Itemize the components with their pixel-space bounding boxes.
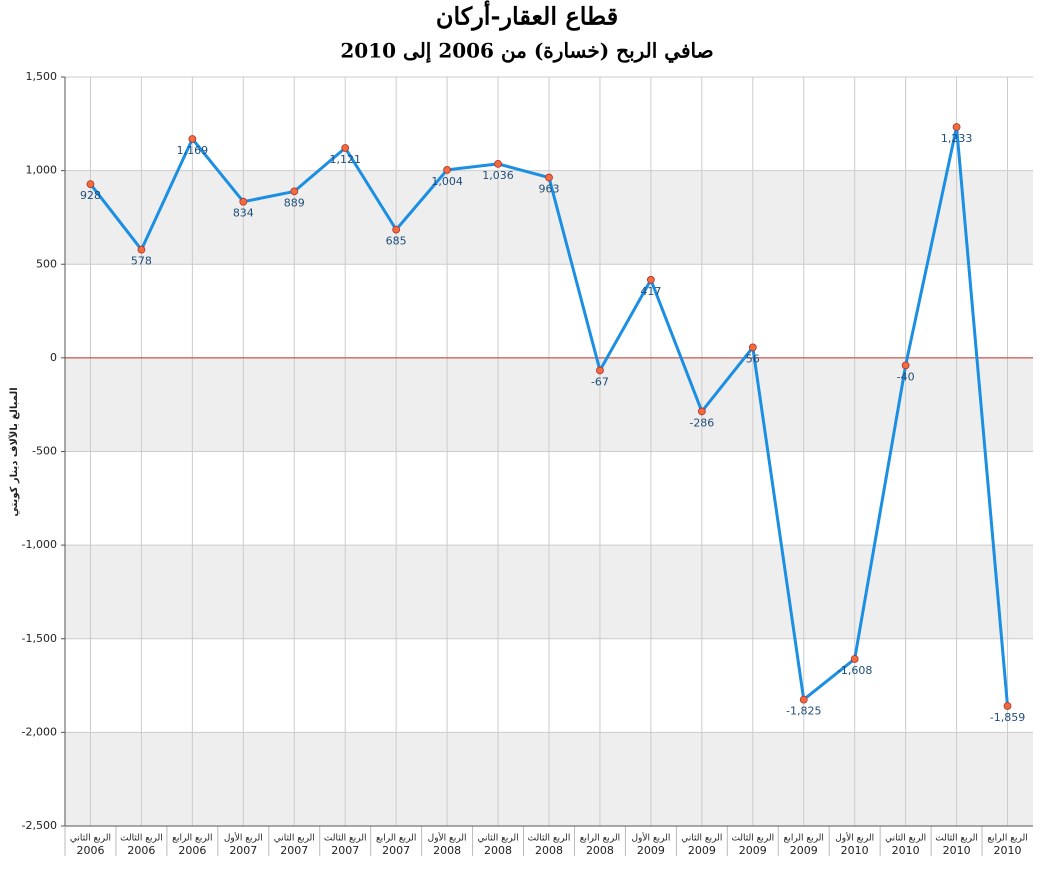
value-label: -286 bbox=[689, 416, 714, 429]
value-label: -40 bbox=[897, 370, 915, 383]
point bbox=[392, 225, 401, 234]
value-label: 1,169 bbox=[177, 144, 209, 157]
point bbox=[341, 144, 350, 152]
point bbox=[850, 655, 859, 663]
point bbox=[443, 165, 452, 174]
y-tick-label: 500 bbox=[36, 257, 57, 270]
value-label: 963 bbox=[539, 183, 560, 196]
value-label: 1,233 bbox=[941, 132, 973, 145]
value-label: 834 bbox=[233, 207, 254, 220]
point bbox=[86, 180, 95, 189]
x-tick-label: 2010 bbox=[892, 844, 920, 857]
x-tick-label: الربع الرابع bbox=[784, 834, 824, 844]
point bbox=[494, 159, 502, 168]
x-tick-label: 2010 bbox=[841, 844, 869, 857]
x-tick-label: 2007 bbox=[331, 844, 359, 857]
x-tick-label: الربع الثاني bbox=[70, 834, 111, 844]
value-label: 578 bbox=[131, 255, 152, 268]
value-label: 1,121 bbox=[329, 153, 361, 166]
value-label: -1,825 bbox=[786, 705, 821, 718]
x-tick-label: 2010 bbox=[943, 844, 971, 857]
point bbox=[290, 187, 299, 196]
y-tick-label: -2,500 bbox=[22, 819, 57, 832]
x-tick-label: الربع الثالث bbox=[935, 834, 978, 844]
y-tick-label: -1,500 bbox=[22, 632, 57, 645]
value-label: 889 bbox=[284, 196, 305, 209]
point bbox=[748, 343, 757, 352]
x-tick-label: الربع الثاني bbox=[885, 834, 926, 844]
x-tick-label: الربع الأول bbox=[428, 832, 467, 844]
x-tick-label: الربع الثالث bbox=[528, 834, 571, 844]
x-tick-label: 2008 bbox=[484, 844, 512, 857]
x-tick-label: الربع الرابع bbox=[376, 834, 416, 844]
x-tick-label: الربع الثاني bbox=[478, 834, 519, 844]
x-tick-label: الربع الأول bbox=[224, 832, 263, 844]
y-tick-label: 0 bbox=[50, 351, 57, 364]
x-tick-label: 2006 bbox=[76, 844, 104, 857]
x-tick-label: 2006 bbox=[178, 844, 206, 857]
x-tick-label: 2007 bbox=[280, 844, 308, 857]
point bbox=[596, 366, 604, 375]
y-tick-label: 1,000 bbox=[26, 164, 58, 177]
x-tick-label: 2007 bbox=[229, 844, 257, 857]
x-tick-label: الربع الرابع bbox=[987, 834, 1027, 844]
x-tick-label: الربع الثالث bbox=[120, 834, 163, 844]
x-tick-label: الربع الثالث bbox=[324, 834, 367, 844]
x-tick-label: 2008 bbox=[433, 844, 461, 857]
value-label: 1,036 bbox=[482, 169, 514, 182]
y-tick-label: -2,000 bbox=[22, 725, 57, 738]
point bbox=[799, 695, 808, 704]
y-tick-label: -1,000 bbox=[22, 538, 57, 551]
x-tick-label: 2009 bbox=[739, 844, 767, 857]
value-label: 1,004 bbox=[431, 175, 463, 188]
point bbox=[901, 361, 910, 370]
value-label: 56 bbox=[746, 352, 760, 365]
value-label: 685 bbox=[386, 235, 407, 248]
value-label: 928 bbox=[80, 189, 101, 202]
x-tick-label: الربع الأول bbox=[835, 832, 874, 844]
x-tick-label: 2009 bbox=[790, 844, 818, 857]
point bbox=[545, 173, 553, 182]
x-tick-label: الربع الرابع bbox=[580, 834, 620, 844]
x-tick-label: 2009 bbox=[688, 844, 716, 857]
chart-subtitle: صافي الربح (خسارة) من 2006 إلى 2010 bbox=[340, 39, 713, 64]
x-tick-label: الربع الثالث bbox=[731, 834, 774, 844]
x-tick-label: الربع الرابع bbox=[172, 834, 212, 844]
point bbox=[137, 245, 146, 254]
x-tick-label: 2008 bbox=[535, 844, 563, 857]
x-tick-label: 2006 bbox=[127, 844, 155, 857]
x-tick-label: 2009 bbox=[637, 844, 665, 857]
chart-title: قطاع العقار-أركان bbox=[436, 0, 618, 32]
x-tick-label: الربع الثاني bbox=[681, 834, 722, 844]
point bbox=[697, 407, 706, 416]
point bbox=[646, 275, 655, 284]
x-tick-label: 2010 bbox=[994, 844, 1022, 857]
y-axis-label: المبالغ بالآلاف دينار كويتي bbox=[8, 387, 20, 516]
value-label: -1,859 bbox=[990, 711, 1025, 724]
x-tick-label: 2008 bbox=[586, 844, 614, 857]
y-tick-label: -500 bbox=[32, 445, 57, 458]
x-tick-label: 2007 bbox=[382, 844, 410, 857]
y-tick-label: 1,500 bbox=[26, 70, 58, 83]
x-tick-label: الربع الأول bbox=[631, 832, 670, 844]
value-label: -67 bbox=[591, 375, 609, 388]
point bbox=[188, 135, 197, 143]
point bbox=[952, 123, 961, 131]
point bbox=[1003, 702, 1012, 710]
point bbox=[239, 197, 248, 206]
value-label: 417 bbox=[640, 285, 661, 298]
x-tick-label: الربع الثاني bbox=[274, 834, 315, 844]
value-label: -1,608 bbox=[837, 664, 872, 677]
